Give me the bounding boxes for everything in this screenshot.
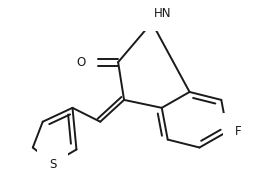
- Text: F: F: [235, 125, 242, 138]
- Text: S: S: [49, 158, 56, 171]
- Text: HN: HN: [154, 6, 171, 20]
- Text: O: O: [76, 56, 85, 69]
